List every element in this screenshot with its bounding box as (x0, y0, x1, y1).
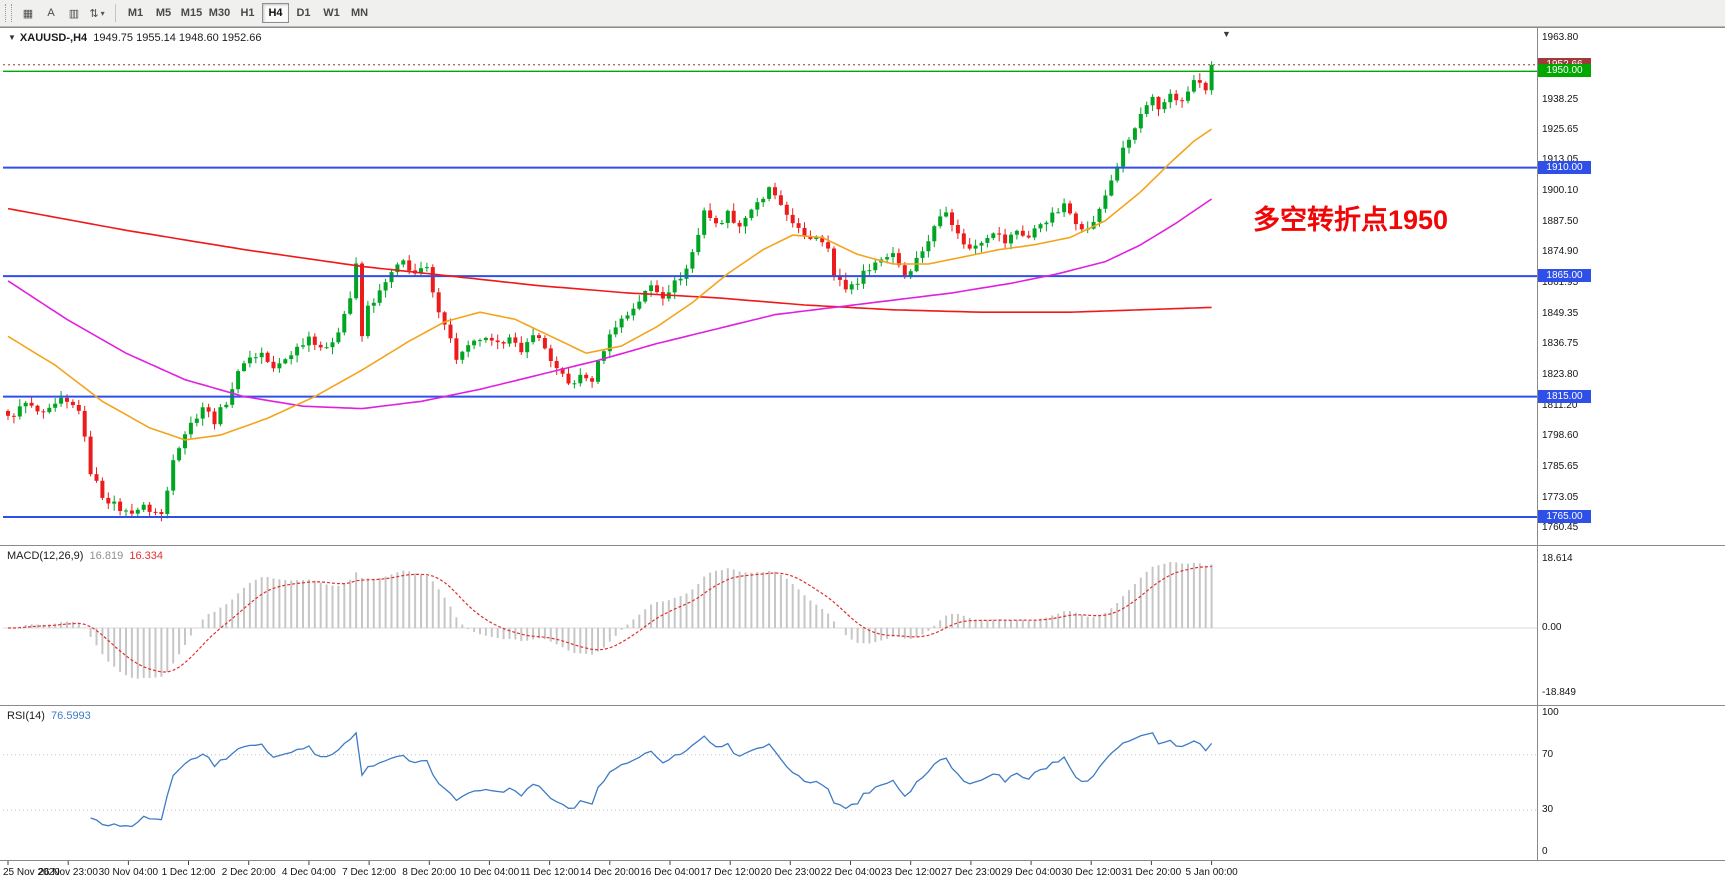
moving-averages (7, 128, 1213, 441)
macd-label: MACD(12,26,9) 16.819 16.334 (7, 550, 163, 562)
timeframe-w1-button[interactable]: W1 (318, 3, 345, 23)
macd-signal-line (8, 565, 1212, 673)
timeframe-m30-button[interactable]: M30 (206, 3, 233, 23)
chart-text-annotation[interactable]: 多空转折点1950 (1253, 205, 1449, 235)
rsi-indicator (3, 731, 1537, 828)
macd-signal-value: 16.334 (129, 550, 163, 562)
ma-fast-orange (7, 128, 1213, 441)
timeframe-m15-button[interactable]: M15 (178, 3, 205, 23)
macd-indicator (3, 562, 1537, 679)
chart-box-icon[interactable]: ▥ (63, 3, 85, 23)
arrange-icon: ⇅ (89, 7, 99, 20)
ma-slow-red (7, 207, 1212, 314)
panel-borders (0, 27, 1725, 861)
timeframe-m5-button[interactable]: M5 (150, 3, 177, 23)
toolbar: ▦ A ▥ ⇅ ▾ M1 M5 M15 M30 H1 H4 D1 W1 MN (0, 0, 1725, 27)
collapse-triangle-icon[interactable]: ▼ (8, 33, 16, 42)
toolbar-grip[interactable] (5, 4, 12, 22)
symbol-label: XAUUSD-,H4 (19, 32, 88, 44)
time-axis-ticks (7, 861, 1213, 865)
chart-shift-marker[interactable]: ▼ (1222, 29, 1231, 39)
timeframe-m1-button[interactable]: M1 (122, 3, 149, 23)
toolbar-separator (115, 4, 116, 22)
timeframe-h4-button[interactable]: H4 (262, 3, 289, 23)
macd-name: MACD(12,26,9) (7, 550, 84, 562)
timeframe-h1-button[interactable]: H1 (234, 3, 261, 23)
macd-main-value: 16.819 (89, 550, 124, 562)
ohlc-values: 1949.75 1955.14 1948.60 1952.66 (93, 32, 262, 44)
ma-mid-magenta (7, 198, 1213, 410)
arrange-button[interactable]: ⇅ ▾ (86, 3, 108, 23)
horizontal-level-lines[interactable] (3, 64, 1537, 518)
rsi-label: RSI(14) 76.5993 (7, 710, 91, 722)
timeframe-d1-button[interactable]: D1 (290, 3, 317, 23)
timeframe-mn-button[interactable]: MN (346, 3, 373, 23)
candles (6, 61, 1214, 522)
symbol-ohlc-label: ▼ XAUUSD-,H4 1949.75 1955.14 1948.60 1952… (8, 32, 262, 44)
rsi-line (90, 731, 1213, 828)
chevron-down-icon: ▾ (100, 8, 105, 18)
rsi-value: 76.5993 (51, 710, 91, 722)
rsi-name: RSI(14) (7, 710, 45, 722)
text-tool-button[interactable]: A (40, 3, 62, 23)
grid-icon[interactable]: ▦ (17, 3, 39, 23)
